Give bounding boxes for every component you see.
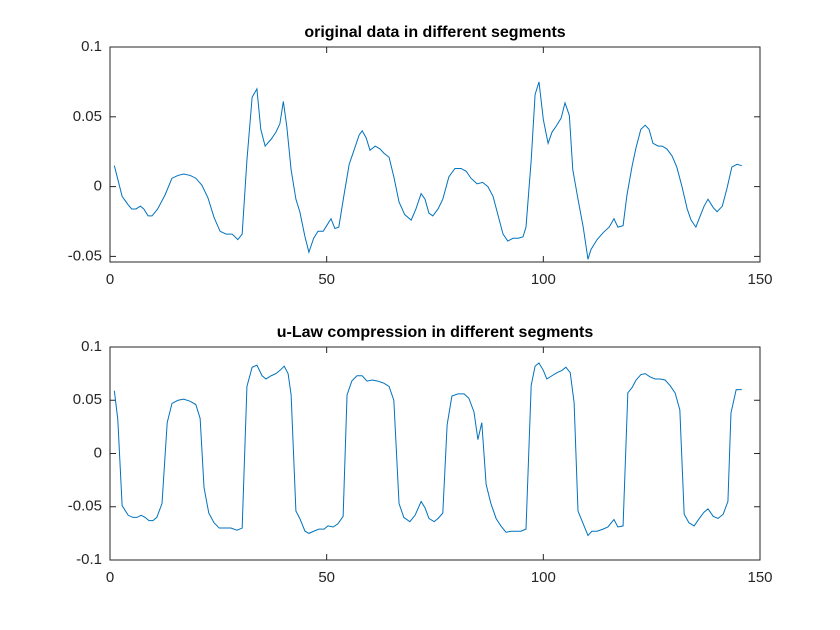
y-tick-label: 0 xyxy=(94,444,102,461)
y-tick-label: 0.05 xyxy=(73,391,102,408)
x-tick-label: 0 xyxy=(106,271,114,288)
y-tick-label: -0.1 xyxy=(76,551,102,568)
axes-background xyxy=(110,47,760,262)
x-tick-label: 50 xyxy=(318,569,335,586)
x-tick-label: 150 xyxy=(747,271,772,288)
data-line xyxy=(113,362,742,537)
chart-title: original data in different segments xyxy=(304,24,565,41)
axes-box xyxy=(109,46,761,263)
x-tick-label: 150 xyxy=(747,569,772,586)
chart-title: u-Law compression in different segments xyxy=(277,324,594,341)
y-tick-label: -0.05 xyxy=(68,247,102,264)
y-tick-label: 0 xyxy=(94,178,102,195)
y-tick-label: 0.1 xyxy=(81,38,102,55)
axes-box xyxy=(109,346,761,561)
x-tick-label: 0 xyxy=(106,569,114,586)
axes-background xyxy=(110,347,760,560)
x-tick-label: 100 xyxy=(531,569,556,586)
x-tick-label: 50 xyxy=(318,271,335,288)
y-tick-label: 0.1 xyxy=(81,338,102,355)
y-tick-label: -0.05 xyxy=(68,498,102,515)
data-line xyxy=(113,81,742,260)
y-tick-label: 0.05 xyxy=(73,108,102,125)
x-tick-label: 100 xyxy=(531,271,556,288)
